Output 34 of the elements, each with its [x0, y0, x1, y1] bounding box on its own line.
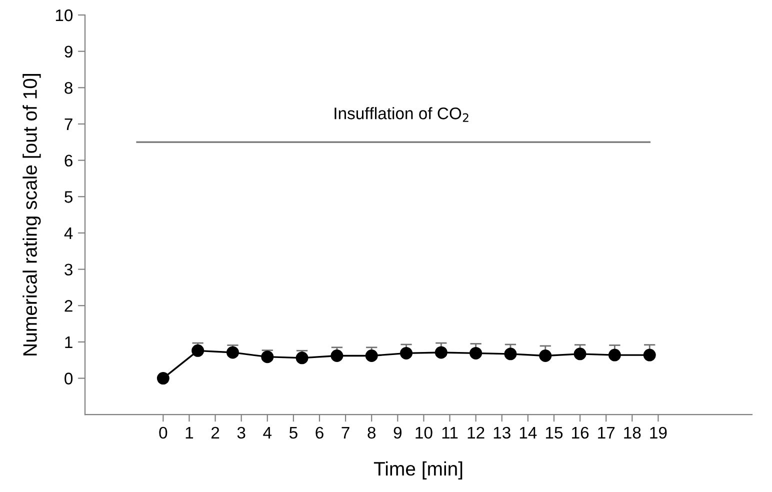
- x-tick-label: 2: [211, 426, 220, 438]
- x-tick-label: 14: [520, 427, 537, 438]
- y-tick-label: 0: [64, 372, 73, 384]
- y-tick-label: 5: [64, 191, 72, 203]
- x-tick-label: 18: [624, 426, 641, 439]
- y-tick-label: 8: [64, 82, 72, 94]
- x-tick-label: 8: [368, 426, 376, 439]
- y-tick-label: 7: [64, 118, 72, 130]
- x-tick-label: 7: [342, 427, 350, 438]
- y-axis-title: Numerical rating scale [out of 10]: [22, 74, 41, 356]
- x-tick-label: 10: [416, 426, 432, 439]
- x-tick-label: 19: [650, 426, 667, 439]
- annotation: Insufflation of CO$_{2}$: [334, 107, 468, 122]
- x-tick-label: 12: [468, 426, 484, 438]
- y-tick-label: 6: [64, 154, 72, 167]
- x-axis-title: Time [min]: [374, 461, 462, 480]
- y-tick-label: 1: [65, 336, 72, 348]
- x-tick-label: 0: [159, 426, 168, 439]
- x-tick-label: 6: [316, 426, 324, 439]
- y-tick-label: 3: [64, 264, 72, 276]
- x-tick-label: 3: [237, 426, 246, 439]
- x-tick-label: 1: [186, 427, 194, 438]
- x-tick-label: 4: [263, 427, 272, 438]
- x-tick-label: 13: [494, 426, 510, 439]
- x-tick-label: 15: [546, 427, 563, 439]
- x-tick-label: 5: [289, 427, 298, 439]
- y-tick-label: 9: [64, 46, 72, 58]
- y-tick-label: 10: [56, 9, 73, 22]
- x-tick-label: 11: [442, 427, 458, 438]
- x-tick-label: 16: [572, 426, 589, 439]
- x-tick-label: 9: [394, 426, 402, 439]
- y-tick-label: 2: [64, 300, 72, 312]
- y-tick-label: 4: [64, 228, 73, 240]
- x-tick-label: 17: [598, 427, 615, 438]
